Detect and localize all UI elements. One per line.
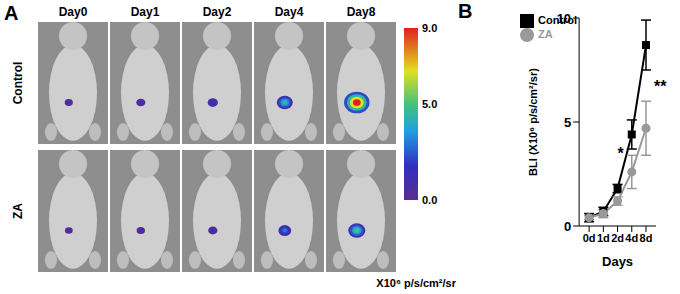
svg-text:0d: 0d <box>583 232 596 244</box>
svg-text:Day2: Day2 <box>203 5 232 19</box>
svg-text:4d: 4d <box>625 232 638 244</box>
svg-text:*: * <box>618 145 625 162</box>
svg-text:9.0: 9.0 <box>422 22 437 34</box>
svg-text:Days: Days <box>602 254 633 269</box>
svg-text:Day4: Day4 <box>275 5 304 19</box>
svg-text:10: 10 <box>557 11 571 26</box>
svg-text:0: 0 <box>564 219 571 234</box>
svg-text:ZA: ZA <box>11 203 25 219</box>
svg-text:Control: Control <box>11 62 25 105</box>
svg-text:**: ** <box>654 78 667 95</box>
svg-text:1d: 1d <box>597 232 610 244</box>
svg-text:8d: 8d <box>640 232 653 244</box>
svg-text:Day1: Day1 <box>131 5 160 19</box>
svg-text:BLI (X10⁶ p/s/cm²/sr): BLI (X10⁶ p/s/cm²/sr) <box>527 68 539 176</box>
svg-text:5: 5 <box>564 115 571 130</box>
svg-text:Day0: Day0 <box>59 5 88 19</box>
svg-text:2d: 2d <box>611 232 624 244</box>
svg-text:X10⁶ p/s/cm²/sr: X10⁶ p/s/cm²/sr <box>376 277 456 289</box>
svg-text:Day8: Day8 <box>347 5 376 19</box>
svg-text:5.0: 5.0 <box>422 98 437 110</box>
svg-text:0.0: 0.0 <box>422 194 437 206</box>
svg-text:A: A <box>4 2 18 24</box>
